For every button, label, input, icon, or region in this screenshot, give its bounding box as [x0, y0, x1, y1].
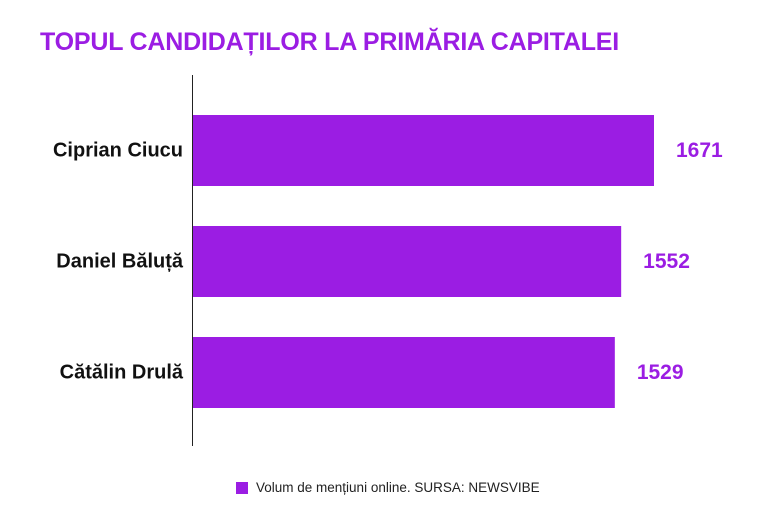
- bar-chart: Ciprian Ciucu 1671 Daniel Băluță 1552 Cătăli…: [53, 75, 723, 446]
- data-label-1: 1552: [643, 250, 690, 273]
- bar-0: [193, 115, 654, 186]
- legend-swatch: [236, 481, 248, 494]
- legend: Volum de mențiuni online. SURSA: NEWSVIB…: [236, 480, 540, 495]
- legend-label: Volum de mențiuni online. SURSA: NEWSVIB…: [256, 480, 540, 495]
- bars-group: Ciprian Ciucu 1671 Daniel Băluță 1552 Cătăli…: [53, 115, 723, 408]
- data-label-2: 1529: [637, 361, 684, 384]
- bar-2: [193, 337, 615, 408]
- data-label-0: 1671: [676, 139, 723, 162]
- bar-1: [193, 226, 622, 297]
- category-label-2: Cătălin Drulă: [60, 362, 184, 384]
- chart-title: TOPUL CANDIDAȚILOR LA PRIMĂRIA CAPITALEI: [40, 28, 620, 56]
- category-label-1: Daniel Băluță: [56, 251, 184, 273]
- category-label-0: Ciprian Ciucu: [53, 140, 183, 162]
